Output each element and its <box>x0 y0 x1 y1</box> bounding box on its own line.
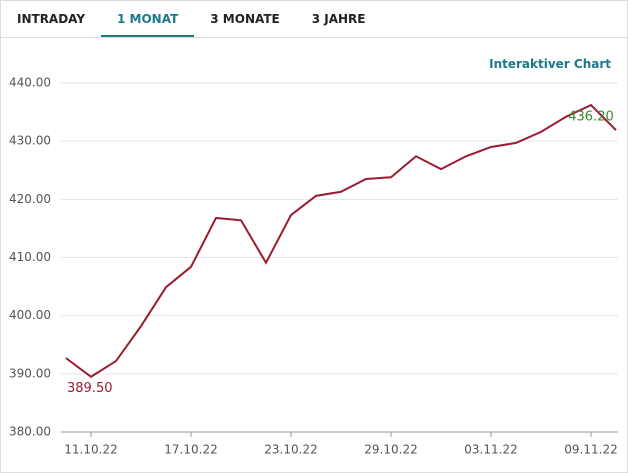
x-tick-label: 11.10.22 <box>64 443 117 457</box>
y-tick-label: 430.00 <box>9 134 51 148</box>
y-tick-label: 410.00 <box>9 250 51 264</box>
x-tick-label: 03.11.22 <box>464 443 517 457</box>
tab[interactable]: 3 MONATE <box>210 12 280 26</box>
y-tick-label: 440.00 <box>9 76 51 90</box>
tab[interactable]: 3 JAHRE <box>311 12 366 26</box>
x-tick-label: 09.11.22 <box>564 443 617 457</box>
value-label: 436.20 <box>568 110 614 125</box>
y-tick-label: 380.00 <box>9 425 51 439</box>
tab[interactable]: INTRADAY <box>17 12 86 26</box>
x-tick-label: 29.10.22 <box>364 443 417 457</box>
tab-bar: INTRADAY 1 MONAT 3 MONATE 3 JAHRE <box>1 1 627 38</box>
y-tick-label: 400.00 <box>9 308 51 322</box>
y-tick-label: 420.00 <box>9 192 51 206</box>
price-line <box>65 103 617 378</box>
x-tick-label: 23.10.22 <box>264 443 317 457</box>
y-tick-label: 390.00 <box>9 366 51 380</box>
tab[interactable]: 1 MONAT <box>101 1 195 37</box>
value-label: 389.50 <box>67 381 113 396</box>
interactive-chart-link[interactable]: Interaktiver Chart <box>489 57 611 71</box>
x-tick-label: 17.10.22 <box>164 443 217 457</box>
